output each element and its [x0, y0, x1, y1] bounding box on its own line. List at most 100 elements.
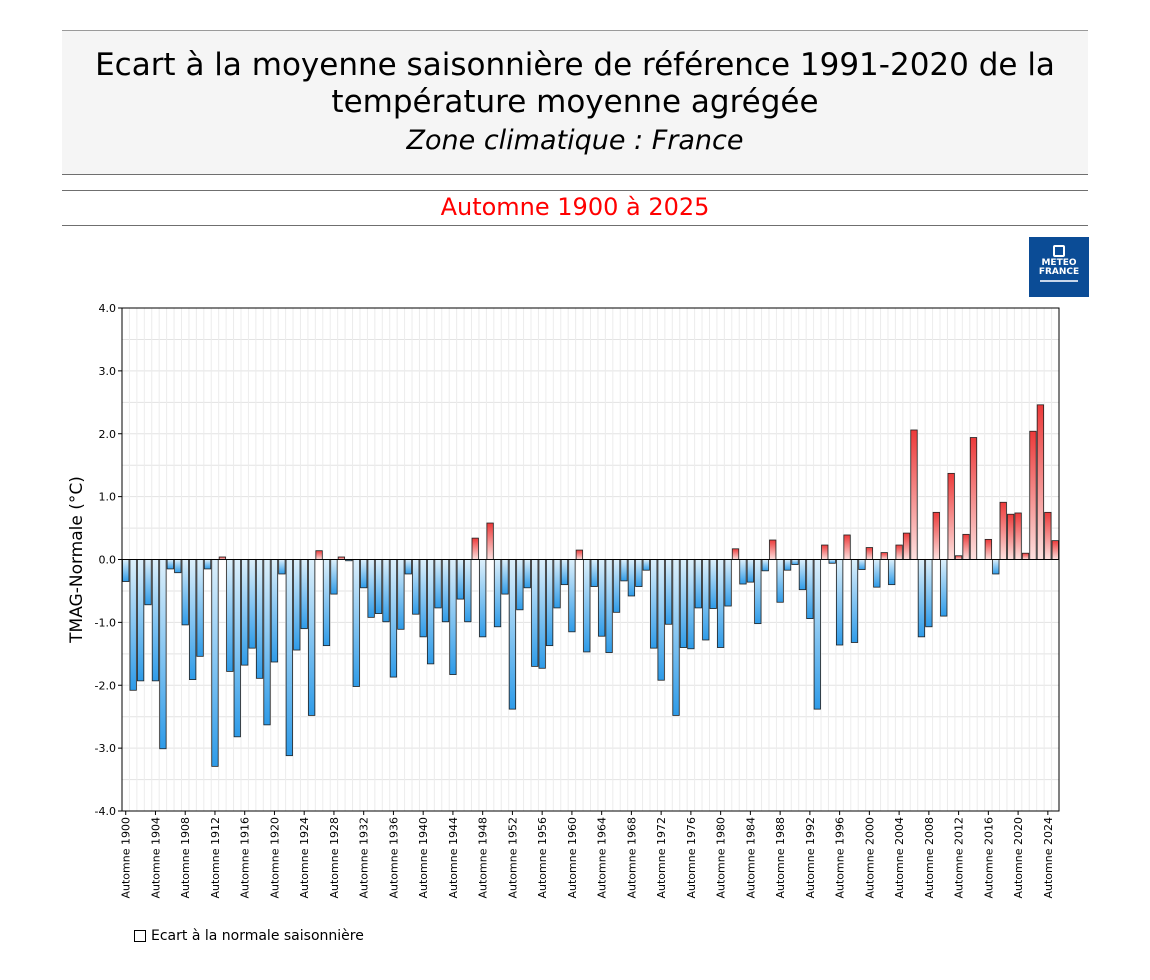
bar — [754, 559, 762, 625]
bar — [352, 559, 360, 687]
bar — [843, 534, 851, 560]
bar — [664, 559, 673, 625]
bar — [687, 559, 695, 650]
bar — [211, 559, 219, 767]
chart-title: Ecart à la moyenne saisonnière de référe… — [95, 47, 1055, 120]
bar — [1051, 540, 1059, 560]
bar — [382, 559, 390, 623]
bar — [270, 559, 279, 663]
bar — [865, 547, 873, 560]
x-tick-label: Automne 1976 — [685, 817, 698, 899]
bar — [806, 559, 814, 619]
bar — [761, 559, 769, 572]
bar — [374, 559, 383, 614]
bar — [568, 559, 576, 633]
y-tick-label: -3.0 — [95, 742, 116, 755]
bar — [486, 522, 494, 560]
bar — [858, 559, 866, 570]
bar — [828, 559, 836, 564]
bar — [1044, 511, 1052, 560]
bar — [174, 559, 182, 574]
bar — [493, 559, 502, 628]
bar — [873, 559, 881, 588]
bar — [850, 559, 859, 643]
y-axis-label: TMAG-Normale (°C) — [67, 476, 87, 644]
x-tick-label: Automne 1932 — [358, 817, 371, 899]
bar — [791, 559, 799, 565]
x-tick-label: Automne 1952 — [506, 817, 519, 899]
x-tick-label: Automne 2000 — [863, 817, 876, 899]
bar — [479, 559, 487, 638]
bar — [560, 559, 569, 586]
logo-text-line2: FRANCE — [1038, 267, 1080, 277]
x-tick-label: Automne 2004 — [893, 817, 906, 899]
x-tick-label: Automne 1980 — [715, 817, 728, 899]
bar — [620, 559, 628, 582]
bar — [233, 559, 241, 738]
bar — [278, 559, 286, 575]
y-tick-label: -2.0 — [95, 679, 116, 692]
bar — [679, 559, 688, 648]
bar — [226, 559, 234, 672]
bar — [717, 559, 725, 648]
bar — [293, 559, 301, 651]
bar — [367, 559, 375, 618]
logo-text-line1: METEO — [1041, 258, 1077, 268]
bar — [441, 559, 450, 623]
x-tick-label: Automne 1916 — [239, 817, 252, 899]
bar — [308, 559, 316, 716]
bar — [642, 559, 650, 571]
bar — [166, 559, 174, 570]
bar — [672, 559, 680, 716]
bar — [203, 559, 212, 570]
x-tick-label: Automne 1972 — [655, 817, 668, 899]
bar — [947, 472, 955, 560]
x-tick-label: Automne 1968 — [625, 817, 638, 899]
bar — [426, 559, 435, 665]
x-tick-label: Automne 1984 — [744, 817, 757, 899]
y-tick-label: 0.0 — [99, 554, 117, 567]
bar — [1029, 430, 1037, 560]
bar — [545, 559, 554, 647]
x-tick-label: Automne 1908 — [179, 817, 192, 899]
bar — [434, 559, 442, 609]
bar — [627, 559, 636, 597]
logo-mark-icon — [1053, 245, 1065, 257]
bar — [798, 559, 807, 591]
x-tick-label: Automne 1988 — [774, 817, 787, 899]
bar — [159, 559, 167, 750]
bar — [910, 429, 918, 560]
x-tick-label: Automne 1992 — [804, 817, 817, 899]
bar — [650, 559, 658, 649]
y-tick-label: 2.0 — [99, 428, 117, 441]
bar — [1021, 552, 1030, 560]
bar — [969, 437, 978, 560]
x-tick-label: Automne 2020 — [1012, 817, 1025, 899]
bar — [456, 559, 464, 600]
bar — [136, 559, 145, 682]
x-tick-label: Automne 1928 — [328, 817, 341, 899]
bar — [464, 559, 472, 623]
x-tick-label: Automne 2024 — [1042, 817, 1055, 899]
bar — [129, 559, 137, 691]
bar — [196, 559, 204, 657]
bar — [709, 559, 717, 609]
y-tick-label: -1.0 — [95, 616, 116, 629]
bar — [984, 538, 992, 560]
bar — [531, 559, 539, 667]
x-tick-label: Automne 1996 — [834, 817, 847, 899]
legend-swatch — [134, 930, 146, 942]
bar — [836, 559, 844, 646]
bar — [783, 559, 792, 571]
legend-label: Ecart à la normale saisonnière — [151, 928, 364, 944]
bar — [263, 559, 271, 726]
bar — [404, 559, 412, 575]
x-tick-label: Automne 2008 — [923, 817, 936, 899]
bar — [739, 559, 747, 585]
bar — [412, 559, 420, 615]
bar — [635, 559, 643, 587]
bar — [538, 559, 546, 669]
x-tick-label: Automne 1960 — [566, 817, 579, 899]
bar — [940, 559, 948, 617]
